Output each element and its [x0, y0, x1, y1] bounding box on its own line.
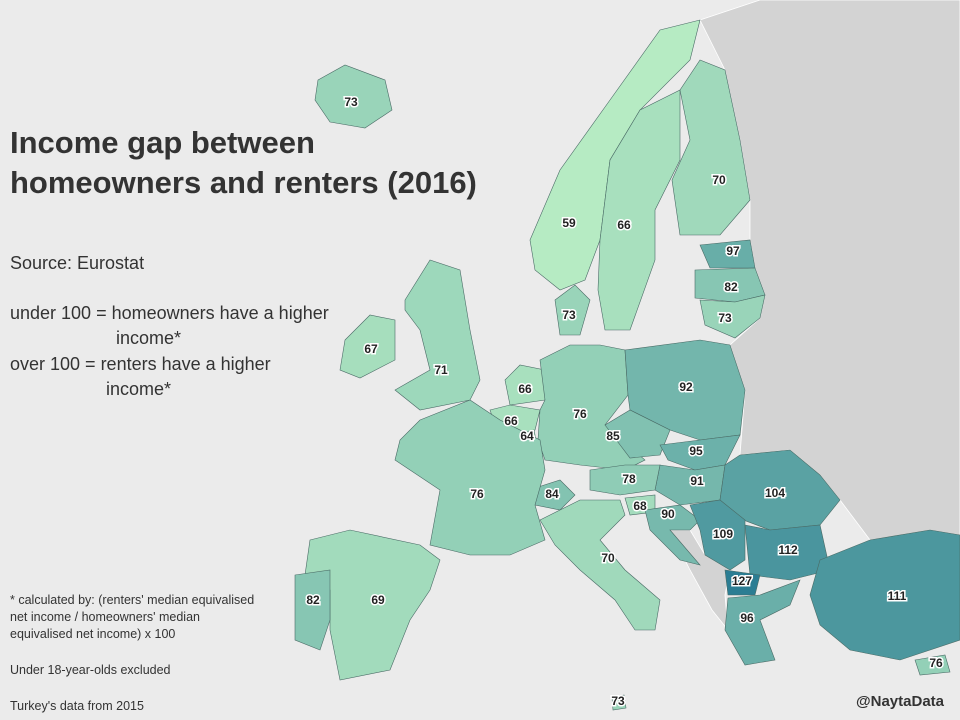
region-label: 109	[713, 527, 733, 541]
legend-line: income*	[106, 379, 171, 399]
region-label: 76	[470, 487, 484, 501]
region-label: 76	[573, 407, 587, 421]
region-label: 95	[689, 444, 703, 458]
region	[644, 504, 701, 566]
region	[724, 579, 801, 666]
region	[589, 464, 661, 496]
region-label: 71	[434, 363, 448, 377]
region	[539, 499, 661, 631]
region-label: 92	[679, 380, 693, 394]
region-label: 73	[562, 308, 576, 322]
region	[809, 529, 960, 661]
note: Turkey's data from 2015	[10, 699, 144, 713]
region-label: 97	[726, 244, 740, 258]
region	[689, 499, 746, 571]
region-label: 112	[778, 543, 798, 557]
region-label: 66	[518, 382, 532, 396]
region-label: 82	[724, 280, 738, 294]
credit: @NaytaData	[856, 693, 945, 710]
region-label: 73	[718, 311, 732, 325]
region-label: 68	[633, 499, 647, 513]
note: net income / homeowners' median	[10, 610, 200, 624]
title-line: homeowners and renters (2016)	[10, 165, 477, 200]
region-label: 85	[606, 429, 620, 443]
source: Source: Eurostat	[10, 253, 144, 273]
region	[671, 59, 751, 236]
region-label: 84	[545, 487, 559, 501]
region-label: 59	[562, 216, 576, 230]
region-label: 82	[306, 593, 320, 607]
region-label: 104	[765, 486, 785, 500]
region	[339, 314, 396, 379]
region	[699, 294, 766, 339]
region-label: 70	[712, 173, 726, 187]
region-label: 76	[929, 656, 943, 670]
region	[604, 409, 671, 459]
region	[554, 284, 591, 336]
region-label: 111	[888, 589, 907, 603]
legend-line: under 100 = homeowners have a higher	[10, 303, 329, 323]
region-label: 96	[740, 611, 754, 625]
region	[394, 399, 546, 556]
region	[314, 64, 393, 129]
note: Under 18-year-olds excluded	[10, 663, 171, 677]
legend-line: income*	[116, 328, 181, 348]
region	[611, 694, 627, 711]
note: * calculated by: (renters' median equiva…	[10, 593, 254, 607]
region-label: 64	[520, 429, 534, 443]
region-label: 91	[690, 474, 704, 488]
region-label: 73	[611, 694, 625, 708]
region-label: 70	[601, 551, 615, 565]
region-label: 66	[617, 218, 631, 232]
region-label: 66	[504, 414, 518, 428]
region	[914, 654, 951, 676]
region-label: 69	[371, 593, 385, 607]
region	[724, 569, 761, 596]
title-line: Income gap between	[10, 125, 315, 160]
region	[294, 569, 331, 651]
region	[597, 89, 681, 331]
region-label: 90	[661, 507, 675, 521]
note: equivalised net income) x 100	[10, 627, 175, 641]
region-label: 78	[622, 472, 636, 486]
legend-line: over 100 = renters have a higher	[10, 354, 271, 374]
region-label: 67	[364, 342, 378, 356]
region-label: 73	[344, 95, 358, 109]
region	[394, 259, 481, 411]
region-label: 127	[732, 574, 752, 588]
